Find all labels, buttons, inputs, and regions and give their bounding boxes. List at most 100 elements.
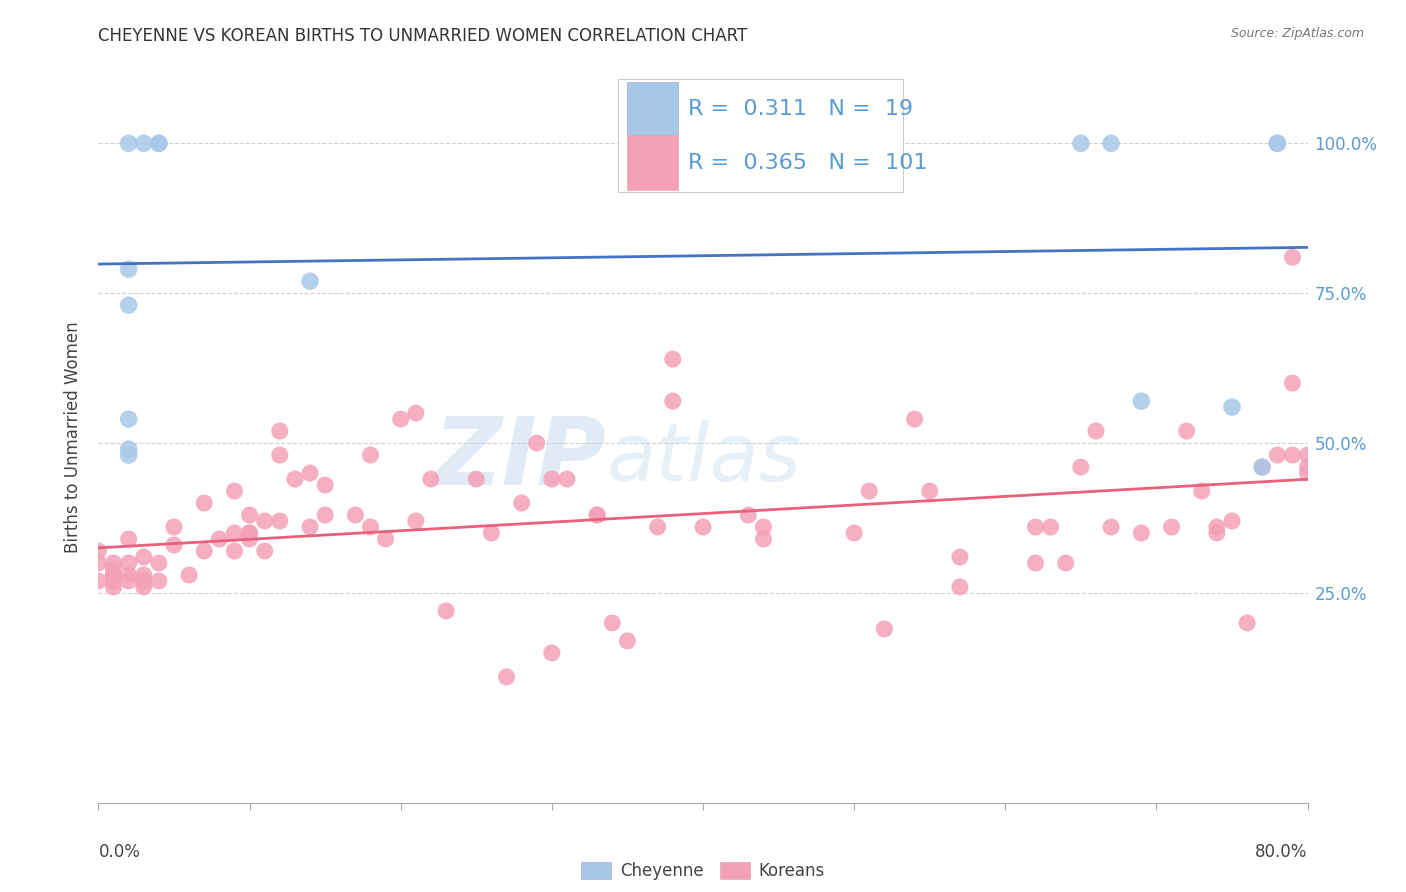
Point xyxy=(118,574,141,588)
Point xyxy=(87,574,110,588)
Point xyxy=(118,568,141,582)
Point xyxy=(1281,250,1303,264)
Point xyxy=(314,508,336,522)
Point xyxy=(118,262,141,277)
Point xyxy=(269,514,291,528)
Point xyxy=(148,556,170,570)
FancyBboxPatch shape xyxy=(627,136,678,190)
Point xyxy=(662,394,685,409)
Point xyxy=(1160,520,1182,534)
Point xyxy=(904,412,927,426)
Point xyxy=(1281,376,1303,391)
FancyBboxPatch shape xyxy=(627,82,678,136)
Text: ZIP: ZIP xyxy=(433,413,606,505)
Point xyxy=(344,508,367,522)
Point xyxy=(1099,136,1122,151)
Point xyxy=(284,472,307,486)
Point xyxy=(103,556,125,570)
Point xyxy=(118,448,141,462)
Point xyxy=(1130,526,1153,541)
Point xyxy=(602,615,624,630)
Point xyxy=(299,520,322,534)
Point xyxy=(253,544,276,558)
Point xyxy=(208,532,231,546)
Legend: Cheyenne, Koreans: Cheyenne, Koreans xyxy=(575,855,831,887)
Point xyxy=(1251,460,1274,475)
Point xyxy=(103,562,125,576)
Point xyxy=(103,574,125,588)
Text: R =  0.311   N =  19: R = 0.311 N = 19 xyxy=(689,99,914,120)
Point xyxy=(239,508,262,522)
Text: atlas: atlas xyxy=(606,420,801,498)
Point xyxy=(148,136,170,151)
Point xyxy=(1130,394,1153,409)
Point xyxy=(949,580,972,594)
Point xyxy=(1296,466,1319,480)
Point xyxy=(163,520,186,534)
Point xyxy=(360,448,382,462)
Point xyxy=(360,520,382,534)
Point xyxy=(949,549,972,564)
Point xyxy=(239,526,262,541)
Point xyxy=(481,526,503,541)
Point xyxy=(1236,615,1258,630)
Point xyxy=(118,442,141,456)
FancyBboxPatch shape xyxy=(619,78,903,192)
Text: CHEYENNE VS KOREAN BIRTHS TO UNMARRIED WOMEN CORRELATION CHART: CHEYENNE VS KOREAN BIRTHS TO UNMARRIED W… xyxy=(98,27,748,45)
Point xyxy=(118,532,141,546)
Point xyxy=(1267,136,1289,151)
Point xyxy=(586,508,609,522)
Point xyxy=(647,520,669,534)
Point xyxy=(132,568,155,582)
Point xyxy=(737,508,759,522)
Point xyxy=(1175,424,1198,438)
Point xyxy=(148,136,170,151)
Point xyxy=(224,483,246,498)
Point xyxy=(132,580,155,594)
Point xyxy=(1220,514,1243,528)
Point xyxy=(752,520,775,534)
Point xyxy=(87,556,110,570)
Point xyxy=(420,472,443,486)
Point xyxy=(193,496,215,510)
Text: Source: ZipAtlas.com: Source: ZipAtlas.com xyxy=(1230,27,1364,40)
Point xyxy=(103,574,125,588)
Point xyxy=(389,412,412,426)
Point xyxy=(118,136,141,151)
Point xyxy=(1070,136,1092,151)
Point xyxy=(299,274,322,288)
Text: R =  0.365   N =  101: R = 0.365 N = 101 xyxy=(689,153,928,173)
Point xyxy=(540,472,562,486)
Point xyxy=(239,526,262,541)
Point xyxy=(1054,556,1077,570)
Point xyxy=(555,472,578,486)
Point xyxy=(405,406,427,420)
Text: 80.0%: 80.0% xyxy=(1256,843,1308,861)
Point xyxy=(193,544,215,558)
Point xyxy=(586,508,609,522)
Point xyxy=(495,670,517,684)
Point xyxy=(692,520,714,534)
Point xyxy=(253,514,276,528)
Point xyxy=(132,136,155,151)
Point xyxy=(1251,460,1274,475)
Point xyxy=(132,574,155,588)
Text: 0.0%: 0.0% xyxy=(98,843,141,861)
Point xyxy=(224,526,246,541)
Point xyxy=(269,424,291,438)
Point xyxy=(118,412,141,426)
Point xyxy=(1085,424,1108,438)
Point xyxy=(314,478,336,492)
Point xyxy=(616,634,638,648)
Point xyxy=(299,466,322,480)
Point xyxy=(540,646,562,660)
Point xyxy=(87,544,110,558)
Point xyxy=(918,483,941,498)
Point xyxy=(1267,448,1289,462)
Point xyxy=(1024,556,1046,570)
Point xyxy=(163,538,186,552)
Point xyxy=(1191,483,1213,498)
Point xyxy=(1070,460,1092,475)
Point xyxy=(752,532,775,546)
Point xyxy=(118,298,141,312)
